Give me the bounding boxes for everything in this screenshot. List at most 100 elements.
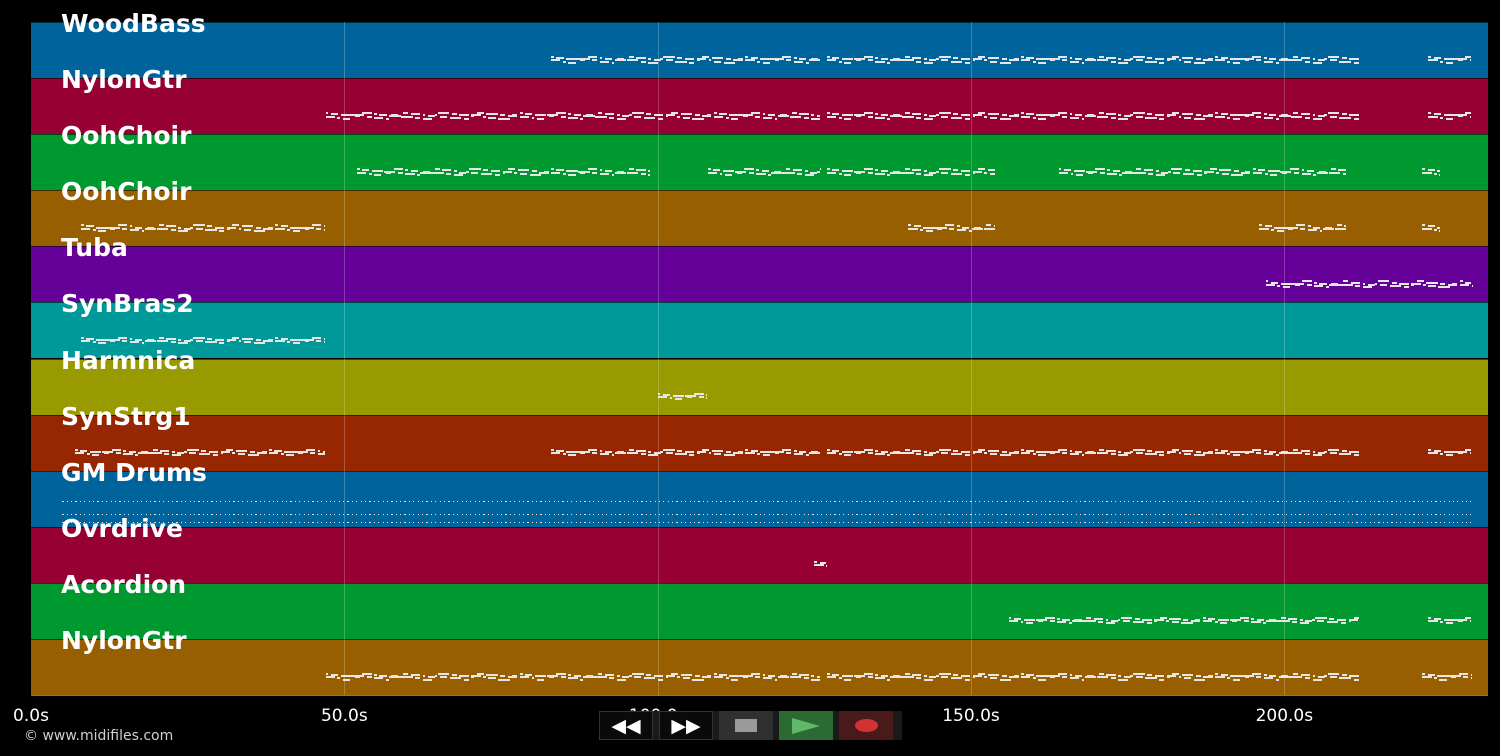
note-mark	[682, 677, 690, 680]
fast-forward-button[interactable]: ▶▶	[659, 711, 713, 740]
note-mark	[474, 501, 476, 503]
note-mark	[365, 501, 367, 503]
note-mark	[176, 501, 178, 503]
note-mark	[826, 168, 830, 171]
note-mark	[924, 170, 927, 173]
note-mark	[1319, 229, 1323, 232]
note-mark	[1229, 619, 1242, 622]
note-mark	[62, 513, 64, 515]
note-mark	[987, 169, 996, 172]
note-mark	[880, 58, 888, 61]
note-mark	[1290, 521, 1292, 523]
note-mark	[1026, 674, 1034, 677]
note-mark	[1096, 676, 1109, 679]
note-mark	[465, 513, 468, 515]
note-mark	[1253, 171, 1263, 174]
note-mark	[1172, 673, 1180, 676]
note-mark	[93, 501, 95, 503]
note-mark	[984, 171, 988, 174]
note-mark	[826, 56, 830, 59]
note-mark	[772, 501, 775, 503]
note-mark	[875, 172, 885, 175]
note-mark	[856, 451, 861, 454]
note-mark	[764, 501, 766, 503]
note-mark	[66, 521, 68, 523]
note-mark	[1203, 59, 1213, 62]
note-mark	[321, 513, 323, 515]
note-mark	[303, 501, 305, 503]
note-mark	[1244, 59, 1250, 62]
note-mark	[451, 674, 457, 677]
note-mark	[110, 339, 116, 342]
play-button[interactable]	[779, 711, 833, 740]
note-mark	[1349, 58, 1359, 61]
note-mark	[838, 513, 840, 515]
note-mark	[1469, 452, 1472, 455]
note-mark	[1023, 619, 1036, 622]
rewind-button[interactable]: ◀◀	[599, 711, 653, 740]
note-mark	[821, 513, 823, 515]
note-mark	[1118, 450, 1122, 453]
note-mark	[1338, 513, 1341, 515]
note-mark	[698, 513, 700, 515]
note-mark	[519, 172, 527, 175]
note-mark	[1279, 59, 1291, 62]
note-mark	[908, 501, 911, 503]
note-mark	[207, 521, 209, 523]
note-mark	[1306, 170, 1315, 173]
note-mark	[415, 116, 421, 119]
note-mark	[122, 227, 128, 230]
note-mark	[1292, 621, 1298, 624]
note-mark	[895, 501, 897, 503]
note-mark	[1444, 513, 1446, 515]
note-mark	[207, 225, 213, 228]
note-mark	[1057, 56, 1068, 59]
note-mark	[1321, 521, 1323, 523]
note-mark	[1202, 513, 1205, 515]
note-mark	[941, 676, 949, 679]
note-mark	[880, 114, 888, 117]
note-mark	[912, 57, 922, 60]
note-mark	[505, 521, 507, 523]
note-mark	[158, 521, 161, 523]
note-mark	[264, 501, 266, 503]
note-mark	[774, 59, 780, 62]
note-mark	[924, 454, 934, 457]
note-mark	[887, 521, 889, 523]
note-mark	[1021, 56, 1024, 59]
note-mark	[1264, 513, 1266, 515]
note-mark	[471, 115, 474, 118]
note-mark	[1314, 284, 1324, 287]
stop-button[interactable]	[719, 711, 773, 740]
note-mark	[952, 501, 954, 503]
note-mark	[1202, 521, 1205, 523]
note-mark	[1203, 676, 1213, 679]
note-mark	[1356, 501, 1358, 503]
note-mark	[299, 501, 301, 503]
note-mark	[816, 513, 819, 515]
note-mark	[585, 675, 593, 678]
note-mark	[356, 168, 360, 171]
note-mark	[1233, 170, 1239, 173]
note-mark	[338, 513, 340, 515]
note-mark	[1455, 114, 1467, 117]
note-mark	[1216, 171, 1220, 174]
record-button[interactable]	[839, 711, 893, 740]
note-mark	[908, 227, 918, 230]
note-mark	[84, 501, 86, 503]
note-mark	[811, 450, 819, 453]
note-mark	[1423, 283, 1426, 286]
note-mark	[616, 450, 625, 453]
note-mark	[1312, 454, 1322, 457]
note-mark	[1118, 675, 1122, 678]
note-mark	[281, 521, 283, 523]
note-mark	[628, 513, 630, 515]
note-mark	[292, 342, 300, 345]
note-mark	[592, 171, 598, 174]
note-mark	[987, 674, 1000, 677]
note-mark	[841, 675, 854, 678]
note-mark	[648, 58, 652, 61]
note-mark	[1331, 282, 1339, 285]
note-mark	[338, 521, 340, 523]
note-mark	[1413, 521, 1415, 523]
